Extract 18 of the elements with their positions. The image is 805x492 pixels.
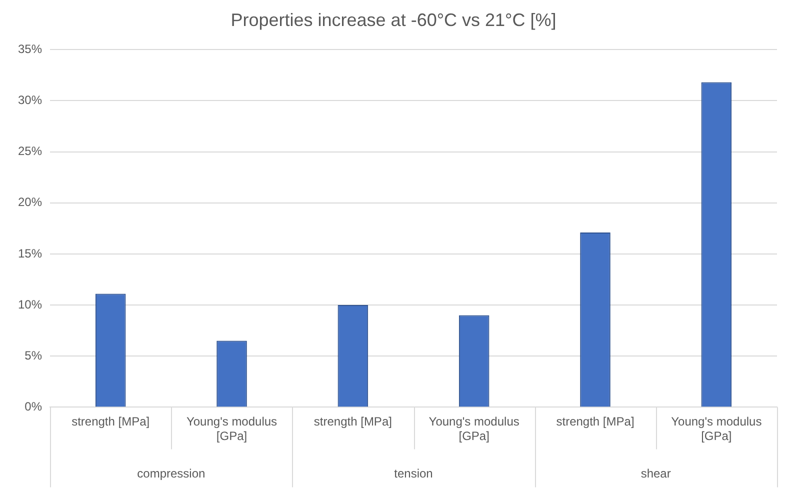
chart-title: Properties increase at -60°C vs 21°C [%]: [230, 10, 556, 30]
x-tick-label: strength [MPa]: [72, 414, 150, 429]
y-tick-label: 10%: [18, 297, 42, 312]
x-tick-label: Young's modulus [GPa]: [428, 414, 520, 444]
y-tick-label: 20%: [18, 195, 42, 210]
y-tick-label: 35%: [18, 42, 42, 56]
x-tick-label: strength [MPa]: [556, 414, 634, 429]
x-tick-label: Young's modulus [GPa]: [671, 414, 762, 444]
x-tick-label: strength [MPa]: [314, 414, 392, 429]
x-tick-label: Young's modulus [GPa]: [186, 414, 278, 444]
y-tick-label: 5%: [24, 348, 42, 362]
text: tension: [394, 466, 433, 481]
y-tick-label: 0%: [24, 400, 42, 414]
text: compression: [137, 466, 206, 481]
y-tick-label: 15%: [18, 246, 42, 260]
text: shear: [640, 466, 671, 481]
y-tick-label: 30%: [18, 93, 42, 107]
y-tick-label: 25%: [18, 144, 42, 158]
